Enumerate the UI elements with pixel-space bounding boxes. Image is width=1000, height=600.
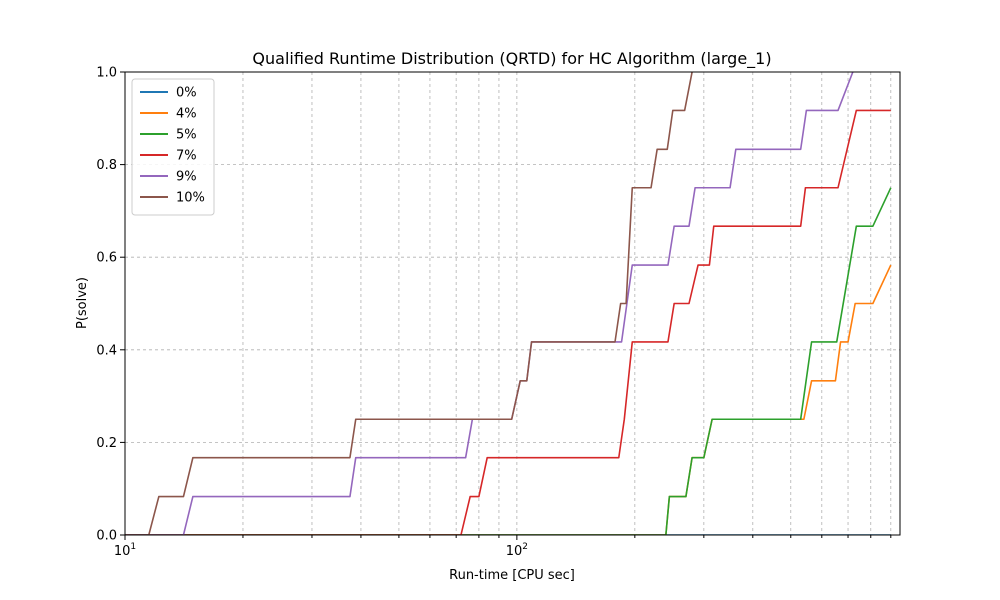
y-tick-label: 0.4 [96, 343, 117, 358]
series-line-10pct [125, 72, 693, 535]
series-lines [125, 72, 892, 535]
y-tick-label: 1.0 [96, 66, 117, 81]
plot-frame [124, 71, 901, 536]
x-axis-label: Run-time [CPU sec] [449, 568, 575, 583]
series-line-9pct [125, 72, 854, 535]
legend: 0% 4% 5% 7% 9% 10% [131, 78, 215, 216]
y-tick-label: 0.0 [96, 529, 117, 544]
legend-label: 4% [176, 107, 197, 122]
axis-ticks: 101 102 0.0 0.2 0.4 0.6 0.8 1.0 [96, 66, 892, 559]
y-axis-label: P(solve) [75, 277, 90, 329]
series-line-5pct [125, 187, 892, 535]
x-tick-label: 101 [114, 542, 136, 559]
y-tick-label: 0.2 [96, 436, 117, 451]
legend-label: 7% [176, 149, 197, 164]
series-line-7pct [125, 109, 891, 535]
legend-label: 5% [176, 128, 197, 143]
legend-label: 9% [176, 170, 197, 185]
x-tick-label: 102 [506, 542, 528, 559]
legend-label: 0% [176, 86, 197, 101]
legend-label: 10% [176, 191, 205, 206]
chart-title: Qualified Runtime Distribution (QRTD) fo… [252, 49, 771, 69]
y-tick-label: 0.8 [96, 158, 117, 173]
y-tick-label: 0.6 [96, 251, 117, 266]
